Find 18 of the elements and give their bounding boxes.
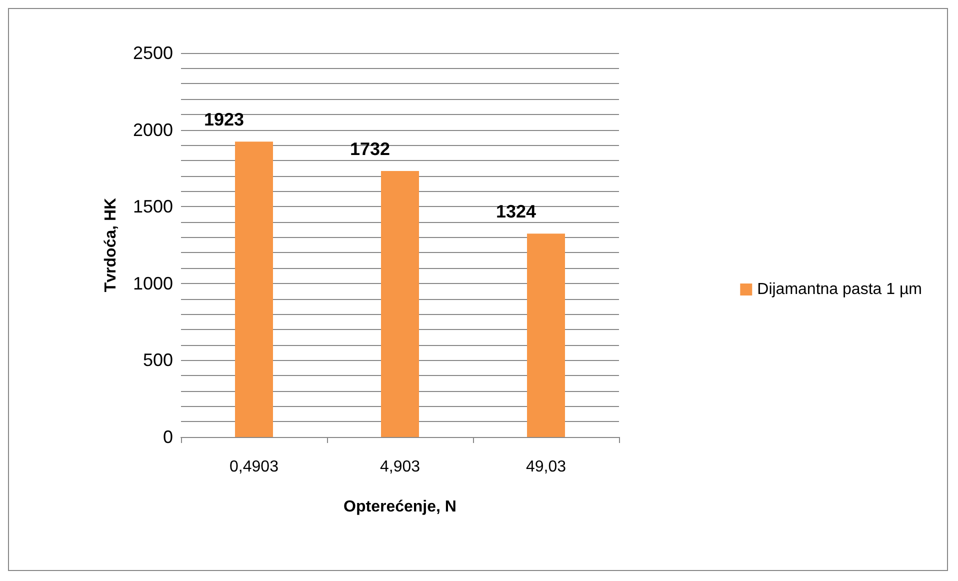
bar bbox=[381, 170, 419, 437]
x-tick-label: 49,03 bbox=[526, 458, 566, 476]
x-tick-label: 4,903 bbox=[380, 458, 420, 476]
data-label: 1324 bbox=[496, 202, 536, 222]
legend-label: Dijamantna pasta 1 µm bbox=[757, 281, 922, 298]
y-axis-title: Tvrdoća, HK bbox=[102, 197, 120, 292]
y-tick-label: 2500 bbox=[132, 43, 173, 63]
x-tick-label: 0,4903 bbox=[230, 458, 279, 476]
x-axis-title: Opterećenje, N bbox=[344, 498, 456, 516]
bar bbox=[235, 142, 273, 437]
y-tick-label: 500 bbox=[142, 350, 173, 370]
y-tick-label: 1500 bbox=[132, 196, 173, 217]
y-tick-label: 0 bbox=[162, 427, 173, 447]
bar bbox=[527, 234, 565, 437]
data-label: 1923 bbox=[204, 110, 244, 130]
y-tick-label: 2000 bbox=[132, 120, 173, 140]
y-tick-label: 1000 bbox=[132, 273, 173, 294]
data-label: 1732 bbox=[350, 138, 390, 159]
